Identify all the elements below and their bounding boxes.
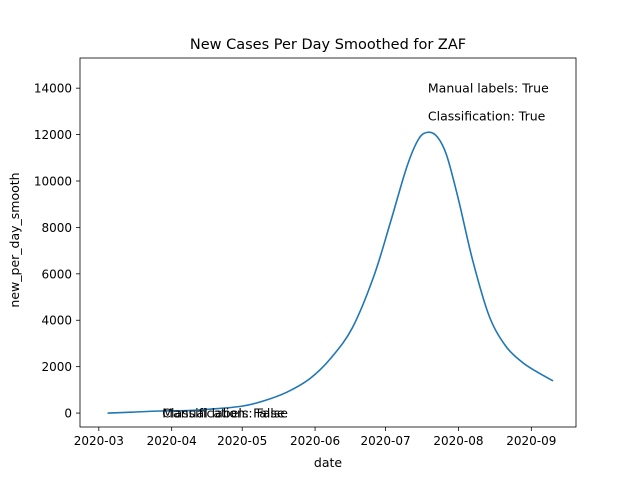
x-tick-label: 2020-05 bbox=[217, 434, 267, 448]
series-layer bbox=[107, 131, 554, 414]
annotation-label: Manual labels: False bbox=[162, 406, 288, 421]
y-tick-label: 2000 bbox=[41, 360, 72, 374]
y-tick-label: 12000 bbox=[34, 128, 72, 142]
axis-ticks: 2020-03 2020-04 2020-05 2020-06 2020-07 2020-… bbox=[34, 82, 557, 448]
plot-area bbox=[79, 57, 577, 428]
y-tick-label: 4000 bbox=[41, 314, 72, 328]
y-tick-label: 0 bbox=[64, 407, 72, 421]
x-axis-label: date bbox=[314, 455, 342, 470]
annotations: Manual labels: True Classification: True M… bbox=[162, 81, 549, 421]
y-tick-label: 8000 bbox=[41, 221, 72, 235]
x-tick-label: 2020-09 bbox=[506, 434, 556, 448]
x-tick-label: 2020-07 bbox=[361, 434, 411, 448]
y-tick-label: 10000 bbox=[34, 175, 72, 189]
annotation-label: Classification: True bbox=[428, 109, 546, 124]
chart-title: New Cases Per Day Smoothed for ZAF bbox=[190, 37, 466, 53]
y-axis-label: new_per_day_smooth bbox=[7, 172, 22, 307]
annotation-label: Classification: False bbox=[162, 406, 285, 421]
annotation-label: Manual labels: True bbox=[428, 81, 549, 96]
x-tick-label: 2020-04 bbox=[147, 434, 197, 448]
x-tick-label: 2020-08 bbox=[433, 434, 483, 448]
y-tick-label: 6000 bbox=[41, 267, 72, 281]
y-tick-label: 14000 bbox=[34, 82, 72, 96]
x-tick-label: 2020-06 bbox=[290, 434, 340, 448]
axes-frame bbox=[79, 57, 577, 428]
series-line bbox=[107, 131, 554, 414]
x-tick-label: 2020-03 bbox=[74, 434, 124, 448]
